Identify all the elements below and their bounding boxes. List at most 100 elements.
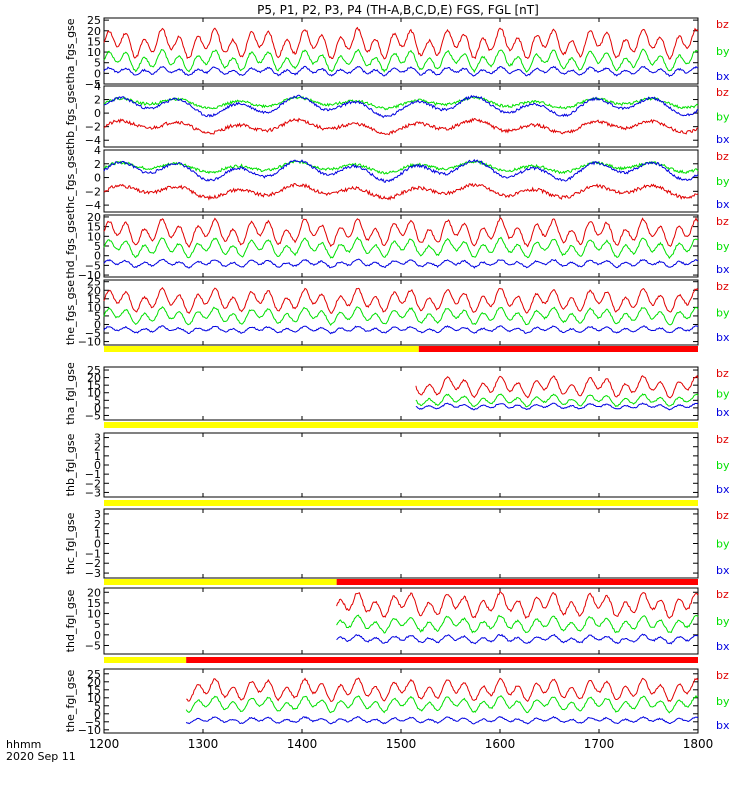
y-tick-label: 2 [94,441,101,454]
y-tick-label: 20 [87,586,101,599]
y-tick-label: −5 [85,639,101,652]
legend-by: by [716,111,730,124]
status-bar-yellow [104,422,698,428]
y-tick-label: 5 [94,394,101,407]
axes-box [103,85,699,148]
series-bx [185,715,699,725]
y-tick-label: −3 [85,486,101,499]
series-bz [103,117,699,136]
y-tick-label: 0 [94,107,101,120]
legend-bz: bz [716,215,729,228]
status-bar-red [336,579,698,585]
y-axis-label: tha_fgs_gse [64,18,77,83]
y-tick-label: 20 [87,676,101,689]
legend-bz: bz [716,588,729,601]
y-tick-label: 25 [87,14,101,27]
y-tick-label: −10 [78,269,101,282]
y-tick-label: −5 [85,716,101,729]
legend-by: by [716,45,730,58]
y-tick-label: 15 [87,379,101,392]
series-bx [336,633,699,645]
y-tick-label: 10 [87,692,101,705]
legend-bz: bz [716,669,729,682]
x-tick-label: 1600 [485,737,516,751]
legend-bx: bx [716,406,730,419]
y-tick-label: 3 [94,508,101,521]
y-tick-label: 25 [87,364,101,377]
y-tick-label: 5 [94,57,101,70]
legend-by: by [716,695,730,708]
series-bz [103,182,699,201]
axes-box [103,17,699,85]
date-label: 2020 Sep 11 [6,750,76,763]
y-axis-label: the_fgl_gse [64,670,77,733]
legend-bz: bz [716,86,729,99]
series-bx [103,94,699,119]
x-tick-label: 1400 [287,737,318,751]
y-tick-label: 25 [87,276,101,289]
y-tick-label: 2 [94,158,101,171]
legend-bx: bx [716,564,730,577]
legend-bx: bx [716,483,730,496]
x-tick-label: 1300 [188,737,219,751]
y-tick-label: 4 [94,144,101,157]
y-axis-label: thb_fgs_gse [64,84,77,150]
y-tick-label: 0 [94,318,101,331]
y-tick-label: −4 [85,134,101,147]
y-tick-label: 2 [94,94,101,107]
series-bz [186,677,699,703]
legend-by: by [716,538,730,551]
status-bar-yellow [104,500,698,506]
y-tick-label: −2 [85,185,101,198]
y-axis-label: thb_fgl_gse [64,433,77,496]
legend-by: by [716,459,730,472]
series-bx [415,402,699,411]
y-tick-label: 4 [94,80,101,93]
series-by [415,393,699,408]
y-tick-label: 0 [94,538,101,551]
legend-bz: bz [716,280,729,293]
y-tick-label: 20 [87,25,101,38]
legend-by: by [716,240,730,253]
axes-box [103,366,699,421]
y-tick-label: 5 [94,240,101,253]
series-bz [103,26,699,60]
y-tick-label: 15 [87,597,101,610]
y-tick-label: 0 [94,172,101,185]
legend-bz: bz [716,150,729,163]
axes-box [103,668,699,734]
series-bx [103,65,699,78]
y-tick-label: 15 [87,221,101,234]
y-tick-label: 10 [87,608,101,621]
status-bar-red [418,346,698,352]
legend-bz: bz [716,18,729,31]
series-by [103,95,699,111]
series-bz [103,217,699,248]
series-by [103,236,699,260]
series-by [103,160,699,175]
legend-bz: bz [716,367,729,380]
y-tick-label: 15 [87,684,101,697]
y-tick-label: −1 [85,547,101,560]
legend-bx: bx [716,198,730,211]
series-bz [103,286,699,314]
y-axis-label: the_fgs_gse [64,280,77,345]
status-bar-yellow [104,657,187,663]
y-tick-label: 5 [94,310,101,323]
legend-bx: bx [716,133,730,146]
y-tick-label: −2 [85,557,101,570]
y-tick-label: 20 [87,211,101,224]
y-axis-label: thd_fgl_gse [64,589,77,652]
legend-bx: bx [716,70,730,83]
y-tick-label: −5 [85,259,101,272]
plot-title: P5, P1, P2, P3, P4 (TH-A,B,C,D,E) FGS, F… [257,3,539,17]
legend-by: by [716,388,730,401]
time-axis-label: hhmm [6,738,41,751]
legend-by: by [716,307,730,320]
legend-bz: bz [716,509,729,522]
